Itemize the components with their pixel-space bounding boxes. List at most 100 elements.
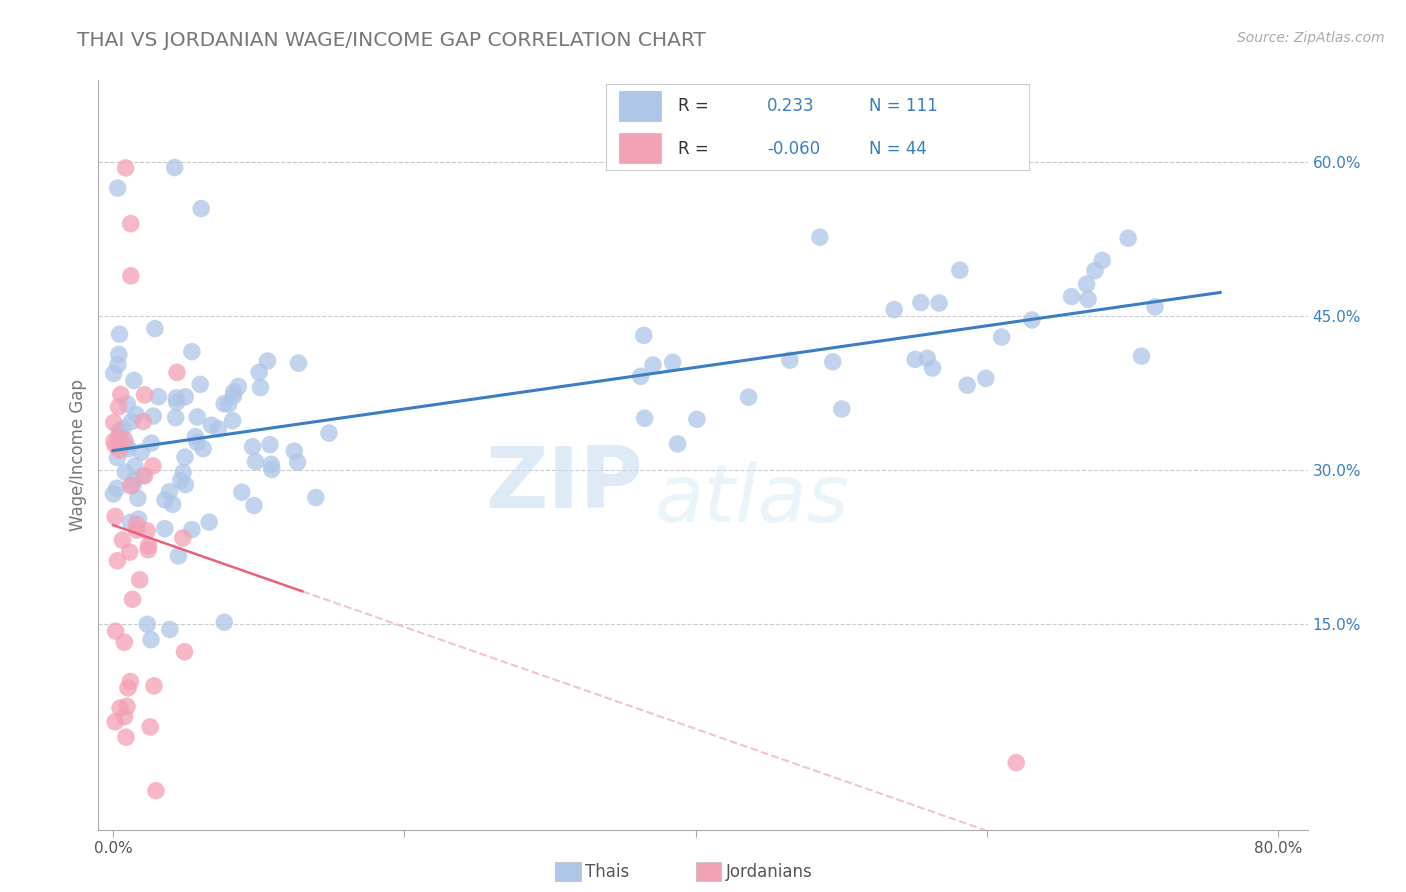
Point [904, 352, 927, 367]
Point [122, 478, 145, 492]
Point [1060, 289, 1083, 303]
Point [661, 355, 683, 369]
Point [247, 365, 270, 379]
Point [107, 358, 129, 372]
Point [222, 389, 245, 403]
Point [148, 390, 170, 404]
Point [103, 434, 125, 449]
Text: Thais: Thais [585, 863, 628, 881]
Point [120, 217, 142, 231]
Point [139, 720, 162, 734]
Point [821, 355, 844, 369]
Point [1091, 253, 1114, 268]
Point [831, 402, 853, 417]
Point [222, 384, 245, 399]
Point [103, 487, 125, 501]
Point [228, 379, 250, 393]
Point [779, 353, 801, 368]
Point [104, 438, 127, 452]
Point [120, 674, 142, 689]
Point [124, 459, 146, 474]
Point [666, 437, 689, 451]
Point [125, 523, 148, 537]
Point [305, 491, 328, 505]
Point [128, 573, 150, 587]
Point [103, 416, 125, 430]
Point [1084, 263, 1107, 277]
Text: ZIP: ZIP [485, 443, 643, 526]
Point [110, 387, 132, 401]
Text: Jordanians: Jordanians [725, 863, 813, 881]
Point [157, 484, 180, 499]
Point [120, 268, 142, 283]
Point [134, 388, 156, 402]
Point [630, 369, 652, 384]
Point [1144, 300, 1167, 314]
Point [915, 351, 938, 366]
Point [921, 361, 943, 376]
Point [172, 466, 194, 480]
Point [641, 358, 664, 372]
Point [686, 412, 709, 426]
Point [114, 709, 136, 723]
Point [115, 699, 138, 714]
Point [117, 681, 139, 695]
Point [125, 407, 148, 421]
Point [242, 440, 264, 454]
Point [167, 549, 190, 563]
Point [1116, 231, 1139, 245]
Point [136, 524, 159, 538]
Point [117, 397, 139, 411]
Point [174, 450, 197, 464]
Point [186, 435, 208, 450]
Point [169, 474, 191, 488]
Point [105, 554, 128, 568]
Point [112, 635, 135, 649]
Point [131, 445, 153, 459]
Point [139, 632, 162, 647]
Point [1130, 349, 1153, 363]
Point [111, 421, 134, 435]
Point [190, 202, 212, 216]
Point [990, 330, 1012, 344]
Point [928, 296, 950, 310]
Point [121, 414, 143, 428]
Point [172, 531, 194, 545]
Point [808, 230, 831, 244]
Point [105, 481, 128, 495]
Point [107, 450, 129, 465]
Point [120, 516, 142, 530]
Point [104, 624, 127, 639]
Point [120, 479, 142, 493]
Point [104, 509, 127, 524]
Point [115, 439, 138, 453]
Point [173, 645, 195, 659]
Point [107, 347, 129, 361]
Point [974, 371, 997, 385]
Point [107, 400, 129, 414]
Point [186, 409, 208, 424]
Point [633, 328, 655, 343]
Point [260, 462, 283, 476]
Text: atlas: atlas [655, 461, 849, 539]
Point [259, 437, 281, 451]
Y-axis label: Wage/Income Gap: Wage/Income Gap [69, 379, 87, 531]
Point [165, 391, 187, 405]
Point [103, 367, 125, 381]
Point [115, 730, 138, 744]
Point [166, 395, 188, 409]
Point [153, 492, 176, 507]
Point [159, 623, 181, 637]
Point [142, 409, 165, 423]
Point [132, 468, 155, 483]
Point [218, 397, 240, 411]
Point [108, 442, 131, 457]
Point [949, 263, 972, 277]
Text: THAI VS JORDANIAN WAGE/INCOME GAP CORRELATION CHART: THAI VS JORDANIAN WAGE/INCOME GAP CORREL… [77, 31, 706, 50]
Point [108, 424, 131, 438]
Point [143, 679, 166, 693]
Point [318, 425, 340, 440]
Point [107, 181, 129, 195]
Point [174, 390, 197, 404]
Point [138, 539, 160, 553]
